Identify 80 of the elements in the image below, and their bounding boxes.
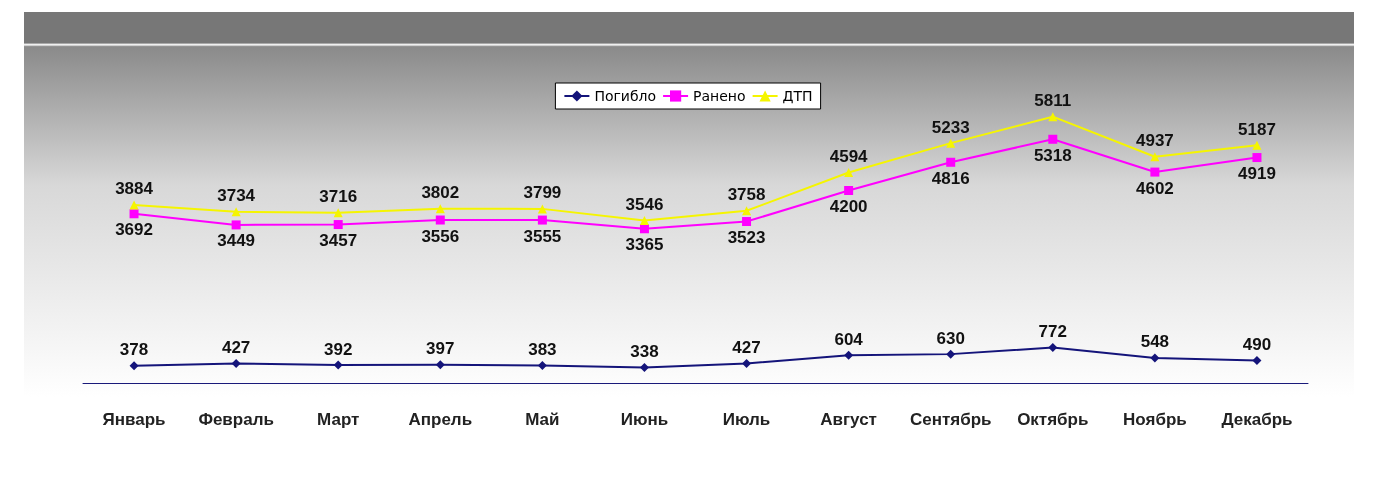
point: [844, 167, 854, 177]
point: [1048, 134, 1058, 144]
point: [333, 360, 343, 370]
x-tick-label: Июнь: [620, 410, 669, 429]
point: [844, 186, 854, 195]
x-tick-label: Июль: [722, 410, 771, 429]
point: [844, 350, 854, 360]
x-tick-label: Апрель: [408, 410, 473, 429]
point: [129, 361, 139, 371]
data-label: 5811: [1034, 91, 1072, 111]
data-label: 3556: [421, 226, 460, 246]
data-label: 3546: [625, 194, 664, 214]
data-label: 4937: [1135, 131, 1174, 151]
data-label: 548: [1140, 332, 1170, 352]
point: [639, 363, 649, 373]
point: [1150, 167, 1160, 177]
data-label: 5233: [931, 117, 970, 137]
point: [333, 220, 343, 230]
data-label: 4200: [829, 197, 868, 216]
point: [1252, 140, 1262, 150]
point: [742, 217, 752, 227]
data-label: 3884: [115, 179, 154, 199]
point: [1150, 353, 1160, 363]
data-label: 3457: [319, 231, 358, 251]
legend-label: ДТП: [782, 88, 813, 104]
data-label: 4602: [1135, 178, 1174, 198]
point: [1048, 343, 1058, 353]
data-label: 772: [1038, 322, 1067, 342]
data-label: 3523: [727, 228, 766, 248]
data-label: 3799: [523, 183, 562, 203]
point: [1252, 153, 1262, 163]
data-label: 3734: [217, 186, 256, 206]
data-label: 5318: [1033, 145, 1072, 165]
point: [742, 358, 752, 368]
data-label: 392: [324, 339, 353, 359]
data-label: 3365: [625, 235, 664, 255]
data-label: 3555: [523, 226, 562, 246]
x-tick-label: Август: [820, 410, 877, 429]
point: [231, 220, 241, 230]
point: [537, 360, 547, 370]
point: [946, 157, 956, 167]
point: [129, 209, 139, 219]
point: [639, 215, 649, 225]
point: [435, 360, 445, 370]
legend-label: Ранено: [693, 88, 746, 104]
point: [946, 349, 956, 359]
data-label: 338: [630, 342, 659, 362]
point: [231, 358, 241, 368]
data-label: 3802: [421, 183, 460, 203]
point: [435, 215, 445, 225]
data-label: 3716: [319, 187, 358, 207]
legend-label: Погибло: [594, 88, 657, 104]
data-label: 383: [528, 339, 557, 359]
data-label: 427: [732, 337, 761, 357]
data-label: 4594: [829, 146, 869, 166]
data-label: 3692: [115, 220, 153, 240]
point: [742, 206, 752, 216]
x-tick-label: Февраль: [198, 410, 274, 429]
x-tick-label: Декабрь: [1221, 410, 1293, 429]
data-label: 4816: [931, 168, 970, 188]
point: [1150, 152, 1160, 162]
x-tick-label: Май: [525, 410, 560, 429]
x-tick-label: Ноябрь: [1123, 410, 1187, 429]
data-label: 490: [1242, 335, 1272, 355]
x-tick-label: Январь: [102, 410, 166, 429]
data-label: 3449: [217, 231, 256, 251]
data-label: 3758: [727, 185, 766, 205]
data-label: 397: [426, 339, 455, 359]
data-label: 378: [119, 340, 149, 360]
x-tick-label: Октябрь: [1017, 410, 1089, 429]
data-label: 4919: [1238, 164, 1276, 184]
data-label: 604: [834, 329, 864, 349]
x-tick-label: Март: [317, 410, 360, 429]
data-label: 630: [936, 328, 965, 348]
x-tick-label: Сентябрь: [909, 410, 992, 429]
data-label: 427: [221, 337, 251, 357]
data-label: 5187: [1238, 119, 1276, 139]
point: [537, 215, 547, 225]
point: [1252, 356, 1262, 366]
point: [946, 138, 956, 148]
